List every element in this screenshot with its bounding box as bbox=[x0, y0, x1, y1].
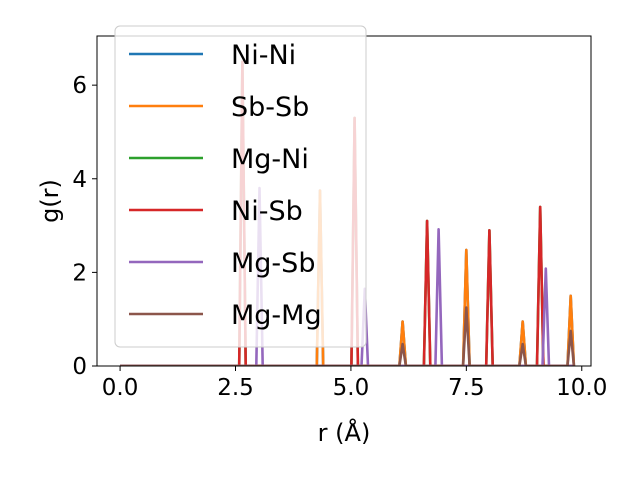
x-axis-label: r (Å) bbox=[318, 418, 371, 447]
legend-label-mg-mg: Mg-Mg bbox=[231, 300, 322, 331]
x-tick-label: 5.0 bbox=[333, 375, 370, 401]
legend-entries: Ni-Ni Sb-Sb Mg-Ni Ni-Sb Mg-Sb Mg-Mg bbox=[129, 40, 322, 331]
legend-label-mg-sb: Mg-Sb bbox=[231, 248, 315, 279]
x-tick-label: 2.5 bbox=[217, 375, 254, 401]
y-tick-label: 0 bbox=[72, 354, 87, 380]
y-tick-label: 6 bbox=[72, 73, 87, 99]
legend-label-sb-sb: Sb-Sb bbox=[231, 92, 309, 123]
legend-label-ni-ni: Ni-Ni bbox=[231, 40, 296, 71]
x-tick-label: 0.0 bbox=[102, 375, 139, 401]
x-ticks: 0.0 2.5 5.0 7.5 10.0 bbox=[102, 366, 607, 401]
legend-label-mg-ni: Mg-Ni bbox=[231, 144, 309, 175]
legend-frame bbox=[114, 25, 367, 348]
y-axis-label: g(r) bbox=[36, 179, 64, 223]
legend-label-ni-sb: Ni-Sb bbox=[231, 196, 303, 227]
x-tick-label: 7.5 bbox=[448, 375, 485, 401]
legend: Ni-Ni Sb-Sb Mg-Ni Ni-Sb Mg-Sb Mg-Mg bbox=[114, 25, 367, 348]
x-tick-label: 10.0 bbox=[556, 375, 607, 401]
y-tick-label: 4 bbox=[72, 167, 87, 193]
y-ticks: 0 2 4 6 bbox=[72, 73, 97, 380]
series-line-mg-mg bbox=[120, 306, 576, 366]
y-tick-label: 2 bbox=[72, 260, 87, 286]
